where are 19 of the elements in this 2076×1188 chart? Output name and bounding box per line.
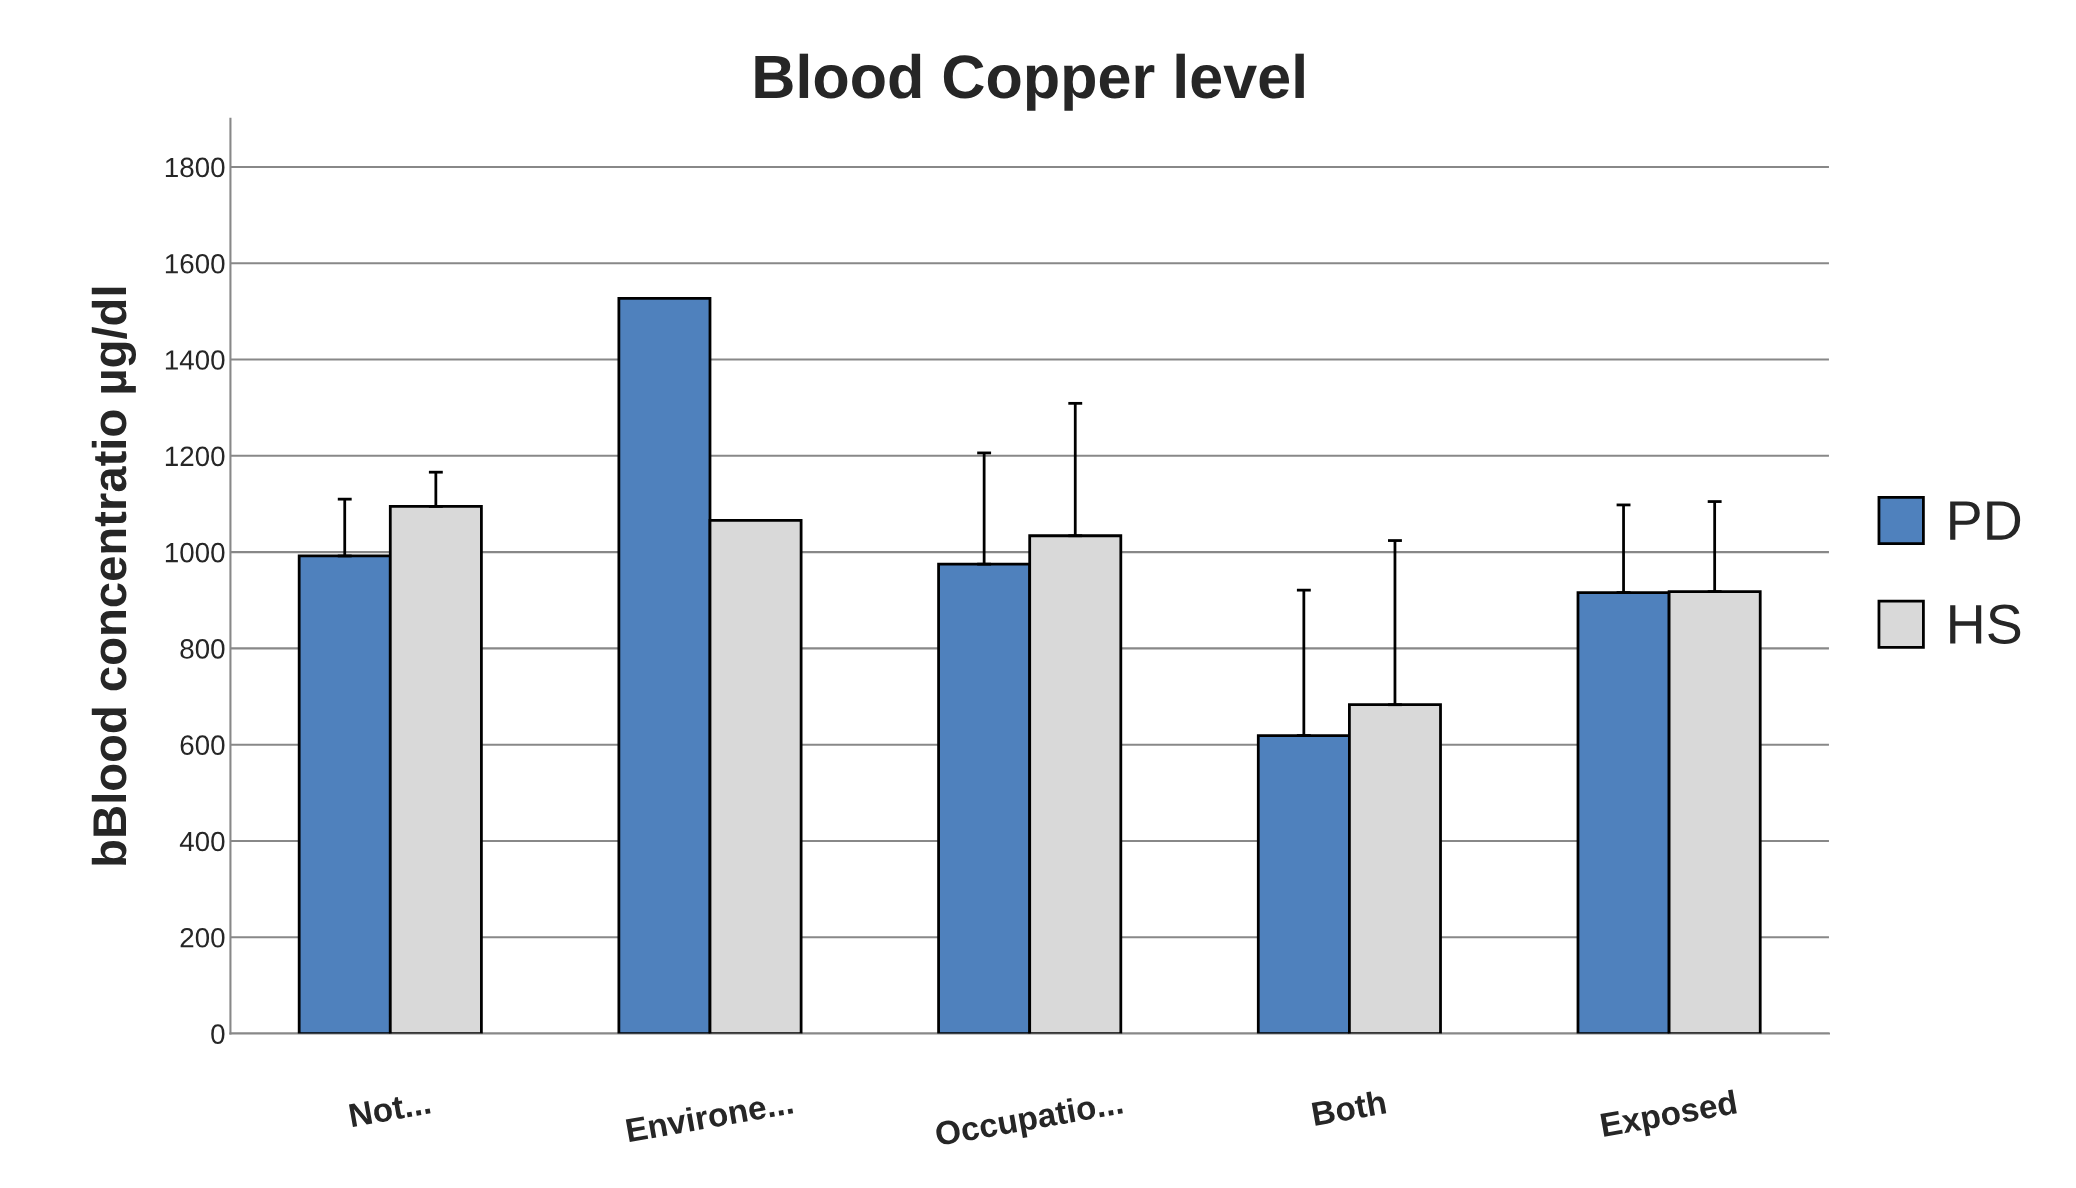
chart-title: Blood Copper level bbox=[755, 53, 1304, 111]
y-tick-label: 1600 bbox=[165, 253, 225, 274]
x-tick-label: Not... bbox=[348, 1090, 431, 1128]
y-tick-label: 1400 bbox=[165, 350, 225, 370]
legend-label: HS bbox=[1950, 604, 2021, 644]
legend-label: PD bbox=[1950, 501, 2021, 540]
y-tick-label: 200 bbox=[180, 927, 225, 948]
y-axis-title: bBlood concentratio µg/dl bbox=[91, 287, 137, 865]
x-tick-label: Exposed bbox=[1600, 1089, 1739, 1144]
y-tick-label: 1800 bbox=[165, 157, 225, 178]
y-tick-label: 800 bbox=[180, 639, 225, 659]
y-tick-label: 400 bbox=[179, 831, 225, 852]
y-tick-label: 0 bbox=[211, 1024, 225, 1044]
x-tick-label: Environe... bbox=[625, 1089, 794, 1143]
x-tick-label: Both bbox=[1311, 1089, 1387, 1127]
x-tick-label: Occupatio... bbox=[934, 1089, 1125, 1153]
y-tick-label: 1200 bbox=[165, 446, 225, 467]
y-tick-label: 1000 bbox=[165, 542, 225, 563]
y-tick-label: 600 bbox=[180, 735, 225, 756]
